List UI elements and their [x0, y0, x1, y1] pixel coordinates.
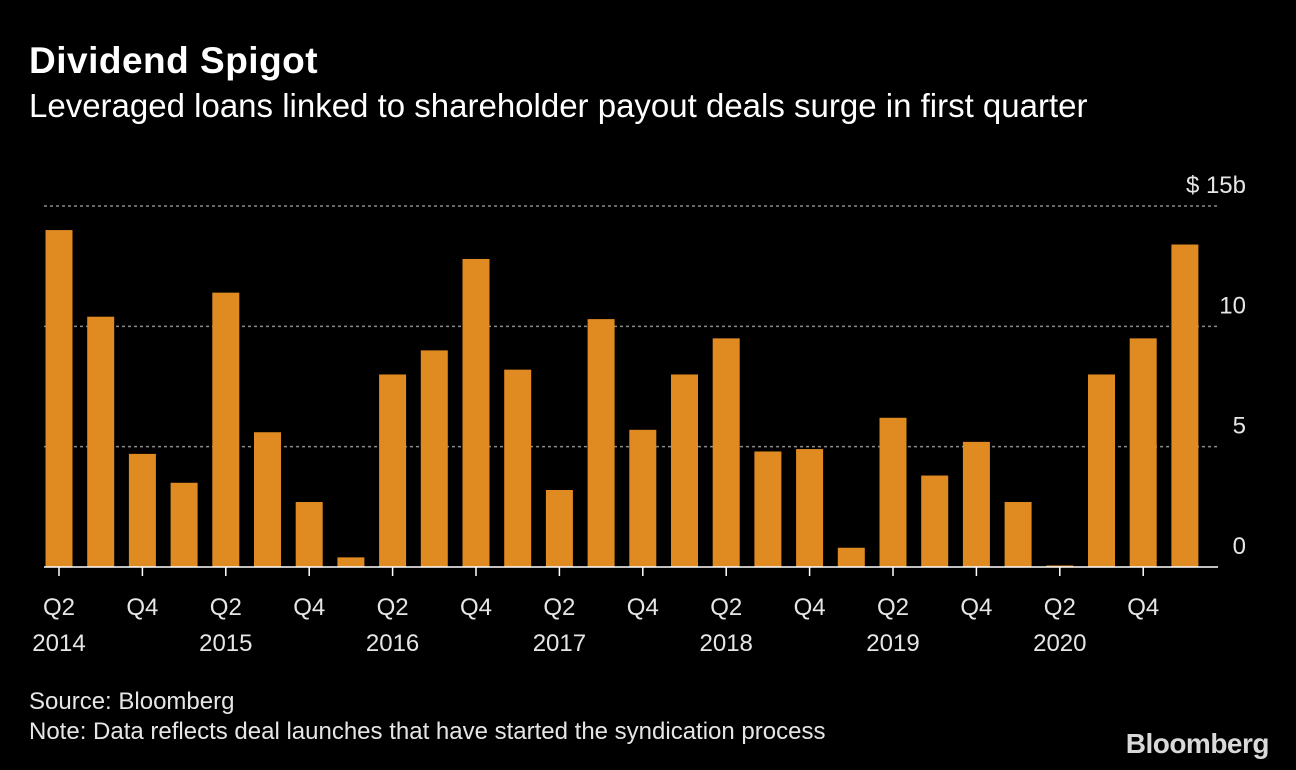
bar: [545, 489, 573, 567]
bars: [45, 230, 1199, 568]
chart-title: Dividend Spigot: [29, 40, 319, 81]
x-tick-quarter-label: Q4: [960, 594, 992, 621]
y-tick-label: $ 15b: [1186, 172, 1246, 199]
bar: [128, 453, 156, 567]
x-tick-quarter-label: Q4: [794, 594, 826, 621]
x-tick-quarter-label: Q4: [126, 594, 158, 621]
x-tick-year-label: 2014: [32, 630, 85, 657]
bar: [45, 230, 73, 568]
x-tick-year-label: 2016: [366, 630, 419, 657]
bar: [1171, 244, 1199, 568]
bar: [671, 374, 698, 567]
bar: [337, 557, 365, 567]
x-tick-quarter-label: Q2: [710, 594, 742, 621]
bar: [170, 482, 198, 567]
bar: [295, 502, 323, 567]
bar: [754, 451, 782, 567]
bar: [837, 547, 865, 567]
data-note: Note: Data reflects deal launches that h…: [29, 718, 826, 745]
x-tick-year-label: 2019: [866, 630, 919, 657]
x-tick-quarter-label: Q2: [877, 594, 909, 621]
bar: [254, 432, 281, 567]
bar: [921, 475, 949, 567]
bar: [462, 258, 490, 567]
x-tick-quarter-label: Q2: [210, 594, 242, 621]
x-axis: [44, 566, 1218, 576]
bar: [587, 319, 615, 567]
bar: [1129, 338, 1157, 567]
x-tick-quarter-label: Q2: [43, 594, 75, 621]
bar: [504, 369, 532, 567]
x-tick-year-label: 2017: [533, 630, 586, 657]
bar: [379, 374, 407, 567]
bloomberg-logo: Bloomberg: [1125, 728, 1270, 759]
x-axis-labels: Q2 2014 Q4 Q2 2015 Q4 Q2 2016 Q4 Q2 2017 Q4 Q2 2018 Q4…: [32, 594, 1159, 657]
y-tick-label: 5: [1233, 413, 1246, 440]
x-tick-year-label: 2020: [1033, 630, 1086, 657]
bar: [1004, 502, 1032, 567]
bar: [212, 292, 240, 567]
y-tick-label: 10: [1219, 292, 1246, 319]
y-axis-labels: 0 5 10 $ 15b: [1186, 172, 1246, 560]
bar-chart: 0 5 10 $ 15b Q2 2014 Q4 Q2 2015 Q4 Q2 2016 Q4 Q2 2017…: [32, 172, 1246, 657]
x-tick-quarter-label: Q2: [543, 594, 575, 621]
chart-subtitle: Leveraged loans linked to shareholder pa…: [29, 87, 1088, 124]
x-tick-year-label: 2015: [199, 630, 252, 657]
x-tick-quarter-label: Q4: [627, 594, 659, 621]
x-tick-quarter-label: Q4: [1127, 594, 1159, 621]
bar: [962, 441, 990, 567]
bar: [796, 449, 824, 567]
bar: [87, 316, 115, 567]
x-tick-quarter-label: Q4: [293, 594, 325, 621]
x-tick-quarter-label: Q2: [377, 594, 409, 621]
bar: [420, 350, 448, 567]
y-tick-label: 0: [1233, 533, 1246, 560]
gridlines: [44, 205, 1218, 448]
x-tick-quarter-label: Q2: [1044, 594, 1076, 621]
x-tick-quarter-label: Q4: [460, 594, 492, 621]
bar: [712, 338, 740, 567]
bar: [1088, 374, 1115, 567]
x-tick-year-label: 2018: [700, 630, 753, 657]
bar: [629, 429, 657, 567]
bar: [879, 417, 907, 567]
source-note: Source: Bloomberg: [29, 688, 235, 715]
